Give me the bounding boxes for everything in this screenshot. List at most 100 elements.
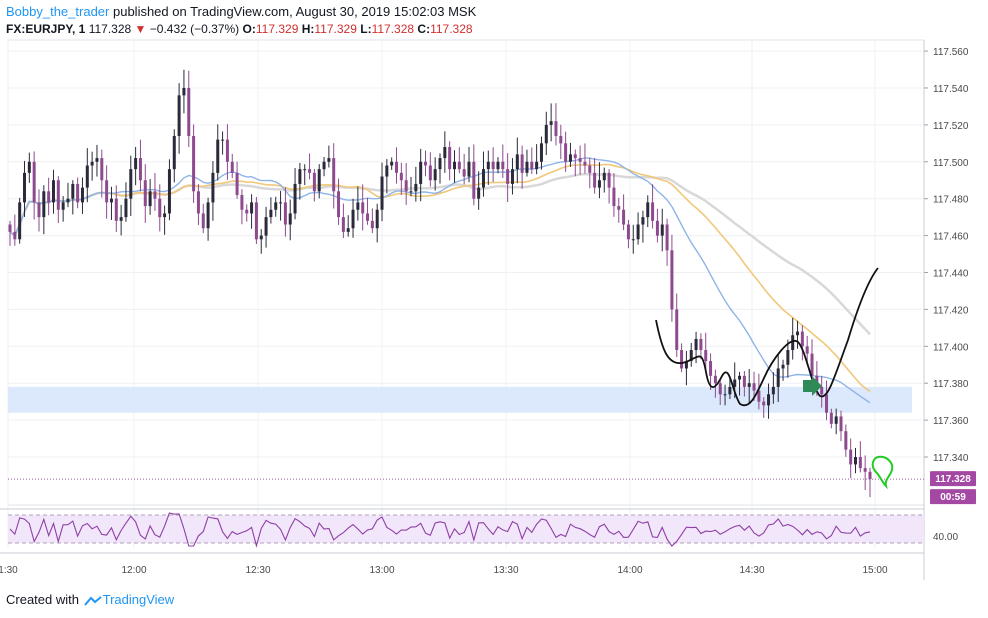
rsi-line [9, 512, 871, 548]
candle-body [452, 161, 456, 170]
open-label: O: [242, 22, 256, 36]
y-tick-label: 117.460 [933, 232, 969, 243]
rsi-pane [0, 508, 924, 548]
candle-body [607, 172, 611, 188]
candle-body [713, 375, 717, 384]
candle-body [201, 213, 205, 229]
candle-body [689, 350, 693, 362]
countdown-badge-bg [930, 489, 976, 505]
candle-body [520, 154, 524, 173]
last-price-badge: 117.328 [935, 474, 971, 485]
tradingview-link[interactable]: TradingView [102, 592, 175, 607]
hand-drawn-path [655, 267, 879, 407]
candle-body [810, 353, 814, 376]
time-axis[interactable]: 1:30 12:00 12:30 13:00 13:30 14:00 14:30 15:00 [0, 552, 924, 576]
candle-body [752, 383, 756, 391]
candle-body [747, 383, 751, 387]
candle-body [549, 121, 553, 125]
candle-body [119, 217, 123, 221]
candle-body [771, 386, 775, 395]
candle-body [230, 161, 234, 173]
candle-body [626, 224, 630, 240]
candle-body [491, 161, 495, 170]
candle-body [530, 161, 534, 170]
rsi-level-label: 40.00 [933, 532, 958, 543]
candle-body [332, 158, 336, 192]
candle-body [438, 158, 442, 170]
candle-body [385, 165, 389, 177]
candle-body [409, 191, 413, 193]
candle-body [477, 187, 481, 199]
candle-body [443, 147, 447, 159]
candle-body [486, 161, 490, 170]
candle-body [76, 183, 80, 203]
candle-body [573, 154, 577, 159]
candle-body [308, 169, 312, 173]
candle-body [868, 471, 872, 480]
candle-body [283, 202, 287, 225]
candle-body [709, 361, 713, 376]
candle-body [433, 169, 437, 181]
candle-body [114, 198, 118, 221]
candle-body [327, 158, 331, 162]
candle-body [172, 135, 176, 170]
candle-body [424, 161, 428, 166]
candle-body [259, 235, 263, 240]
candle-body [216, 139, 220, 173]
candle-body [757, 390, 761, 402]
candle-body [781, 364, 785, 369]
candle-body [583, 161, 587, 166]
candle-body [95, 158, 99, 162]
created-with-label: Created with [6, 592, 79, 607]
price-axis[interactable]: 117.560 117.540 117.520 117.500 117.480 117.4… [924, 47, 969, 464]
close-label: C: [417, 22, 431, 36]
candle-body [196, 191, 200, 214]
last-price: 117.328 [88, 22, 132, 36]
down-arrow-icon: ▼ [134, 22, 147, 36]
candle-body [303, 169, 307, 171]
candle-body [288, 213, 292, 225]
candle-body [390, 161, 394, 166]
candle-body [506, 169, 510, 184]
candle-body [341, 217, 345, 232]
high-label: H: [301, 22, 315, 36]
price-badges: 117.328 00:59 40.00 [930, 471, 976, 543]
candle-body [680, 350, 684, 369]
candle-body [800, 331, 804, 347]
candle-body [206, 202, 210, 229]
candle-body [718, 383, 722, 395]
x-tick-label: 13:30 [493, 565, 518, 576]
candle-body [13, 231, 17, 240]
candle-body [264, 217, 268, 236]
candle-body [124, 198, 128, 218]
last-price-badge-bg [930, 471, 976, 487]
candle-body [66, 198, 70, 203]
candle-body [322, 161, 326, 170]
candle-body [42, 191, 46, 218]
candle-body [834, 416, 838, 424]
candle-body [346, 228, 350, 232]
candle-body [839, 416, 843, 432]
candle-body [245, 209, 249, 214]
footer: Created with TradingView [6, 592, 174, 607]
candle-body [515, 154, 519, 170]
green-arrow-icon [803, 376, 822, 396]
candle-body [269, 209, 273, 218]
y-tick-label: 117.400 [933, 342, 969, 353]
candle-body [8, 224, 12, 232]
candle-body [105, 180, 109, 203]
candle-body [776, 368, 780, 387]
candle-body [510, 169, 514, 184]
candle-body [375, 209, 379, 229]
candle-body [597, 180, 601, 188]
x-tick-label: 12:00 [121, 565, 146, 576]
candle-body [100, 158, 104, 181]
low-value: 117.328 [371, 22, 415, 36]
candle-body [684, 361, 688, 369]
author-link[interactable]: Bobby_the_trader [6, 4, 110, 19]
candle-body [361, 202, 365, 214]
candle-body [622, 209, 626, 225]
ma-slow-line [9, 172, 871, 336]
publish-line: Bobby_the_trader published on TradingVie… [6, 4, 476, 19]
